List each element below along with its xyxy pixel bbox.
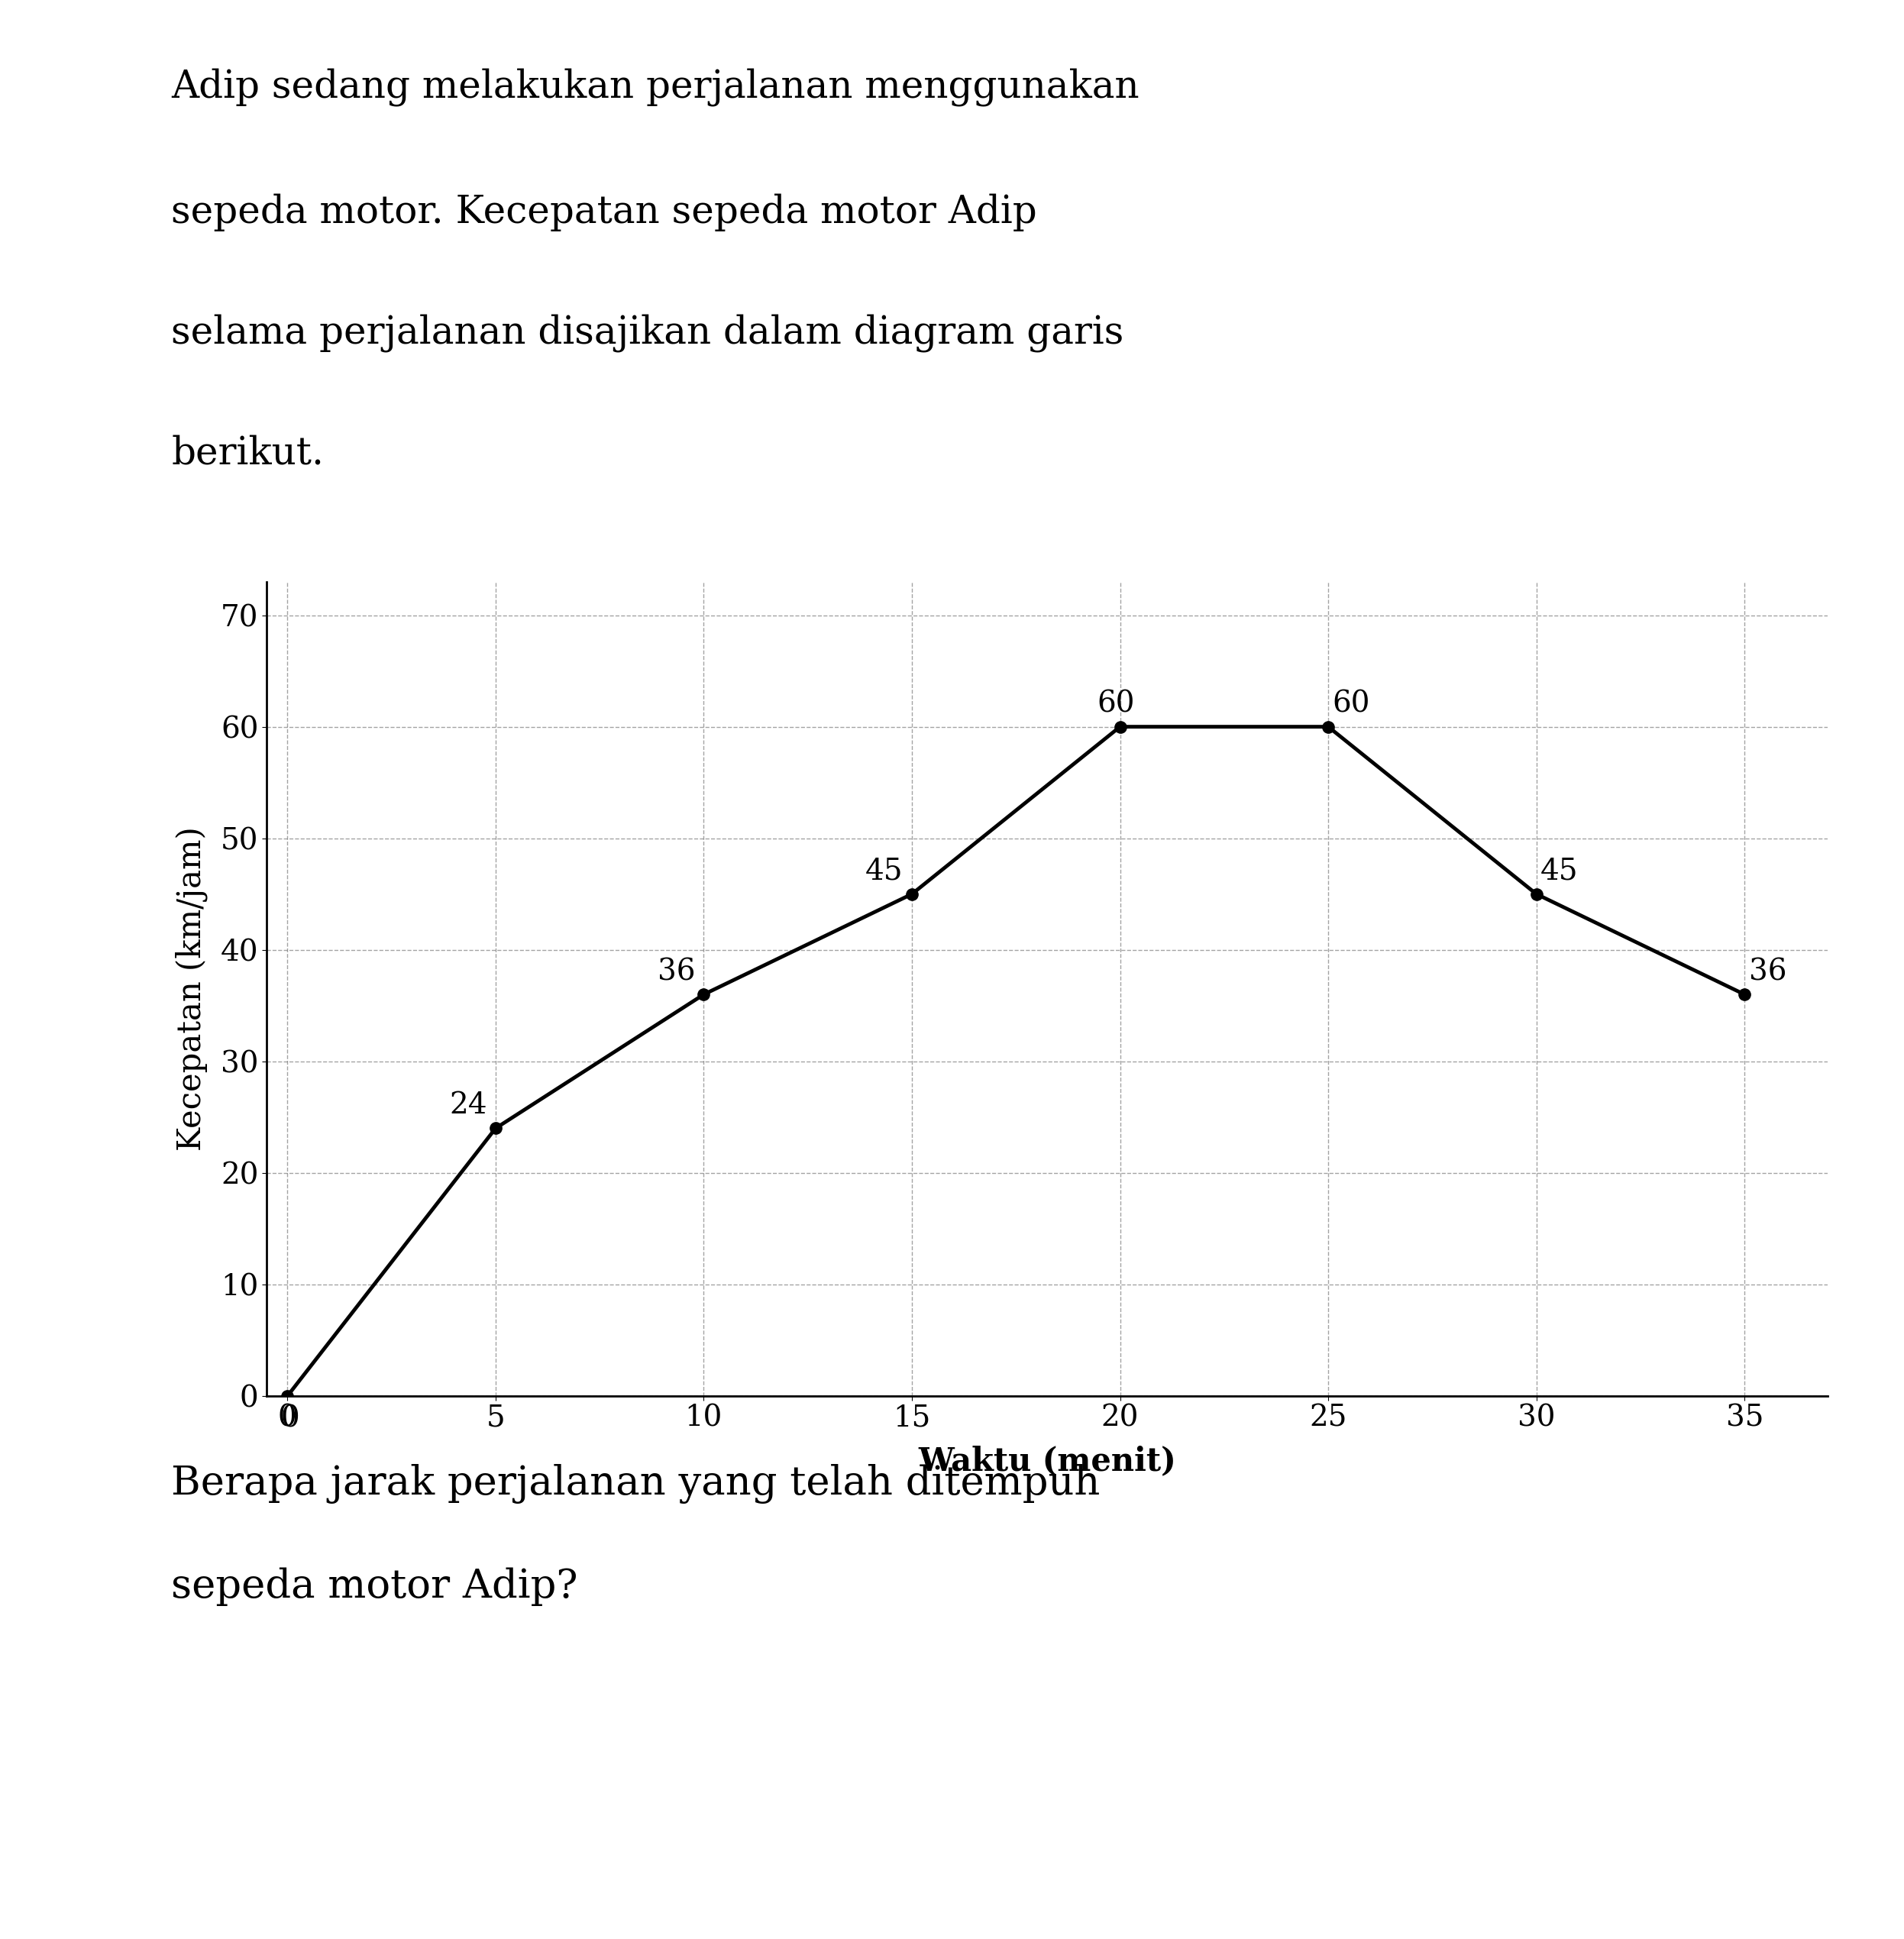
- Text: 45: 45: [866, 857, 902, 886]
- Text: sepeda motor Adip?: sepeda motor Adip?: [171, 1567, 579, 1605]
- Text: Berapa jarak perjalanan yang telah ditempuh: Berapa jarak perjalanan yang telah ditem…: [171, 1464, 1101, 1503]
- Text: 60: 60: [1333, 690, 1371, 717]
- Text: 36: 36: [657, 958, 695, 987]
- Y-axis label: Kecepatan (km/jam): Kecepatan (km/jam): [175, 826, 208, 1152]
- Text: sepeda motor. Kecepatan sepeda motor Adip: sepeda motor. Kecepatan sepeda motor Adi…: [171, 194, 1038, 231]
- Text: 60: 60: [1097, 690, 1135, 717]
- Text: 45: 45: [1540, 857, 1578, 886]
- Text: berikut.: berikut.: [171, 434, 324, 471]
- Text: 0: 0: [282, 1404, 301, 1433]
- Text: 36: 36: [1748, 958, 1786, 987]
- Text: selama perjalanan disajikan dalam diagram garis: selama perjalanan disajikan dalam diagra…: [171, 314, 1123, 353]
- Text: Adip sedang melakukan perjalanan menggunakan: Adip sedang melakukan perjalanan menggun…: [171, 68, 1139, 107]
- X-axis label: Waktu (menit): Waktu (menit): [918, 1445, 1177, 1478]
- Text: 24: 24: [449, 1092, 487, 1121]
